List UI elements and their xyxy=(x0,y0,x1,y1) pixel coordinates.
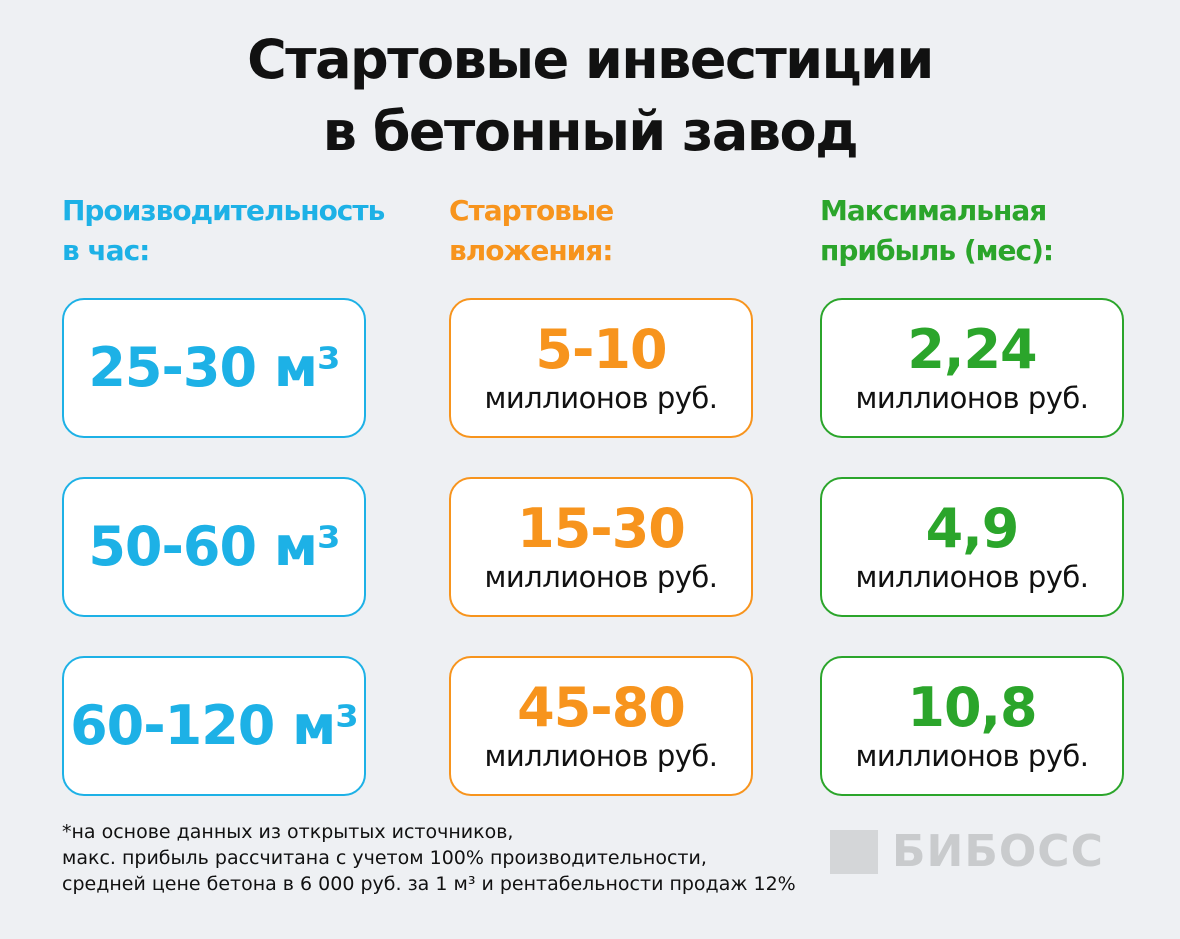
value-card: 45-80 миллионов руб. xyxy=(449,656,753,796)
value-card: 15-30 миллионов руб. xyxy=(449,477,753,617)
value: 15-30 xyxy=(517,497,686,560)
value-card: 50-60 м³ xyxy=(62,477,366,617)
value: 10,8 xyxy=(907,676,1037,739)
value-card: 4,9 миллионов руб. xyxy=(820,477,1124,617)
value-card: 10,8 миллионов руб. xyxy=(820,656,1124,796)
value-card: 2,24 миллионов руб. xyxy=(820,298,1124,438)
footnote-line: *на основе данных из открытых источников… xyxy=(62,821,514,843)
unit: миллионов руб. xyxy=(484,381,718,415)
unit: миллионов руб. xyxy=(484,739,718,773)
column-header: прибыль (мес): xyxy=(820,234,1054,267)
title-line: в бетонный завод xyxy=(322,100,859,163)
value: 2,24 xyxy=(907,318,1037,381)
value: 5-10 xyxy=(535,318,667,381)
title-line: Стартовые инвестиции xyxy=(247,28,934,91)
value: 50-60 м³ xyxy=(88,515,340,578)
value-card: 25-30 м³ xyxy=(62,298,366,438)
unit: миллионов руб. xyxy=(855,560,1089,594)
column-header: Производительность xyxy=(62,194,385,227)
value: 45-80 xyxy=(517,676,686,739)
value-card: 5-10 миллионов руб. xyxy=(449,298,753,438)
column-header: вложения: xyxy=(449,234,613,267)
logo-text: БИБОСС xyxy=(892,826,1104,877)
value-card: 60-120 м³ xyxy=(62,656,366,796)
value: 25-30 м³ xyxy=(88,336,340,399)
unit: миллионов руб. xyxy=(484,560,718,594)
column-header: Максимальная xyxy=(820,194,1047,227)
column-header: Стартовые xyxy=(449,194,614,227)
logo: БИБОСС xyxy=(830,826,1104,877)
unit: миллионов руб. xyxy=(855,739,1089,773)
value: 4,9 xyxy=(925,497,1020,560)
footnote-line: средней цене бетона в 6 000 руб. за 1 м³… xyxy=(62,873,796,895)
value: 60-120 м³ xyxy=(70,694,359,757)
column-header: в час: xyxy=(62,234,150,267)
unit: миллионов руб. xyxy=(855,381,1089,415)
logo-mark xyxy=(830,829,878,874)
footnote-line: макс. прибыль рассчитана с учетом 100% п… xyxy=(62,847,707,869)
